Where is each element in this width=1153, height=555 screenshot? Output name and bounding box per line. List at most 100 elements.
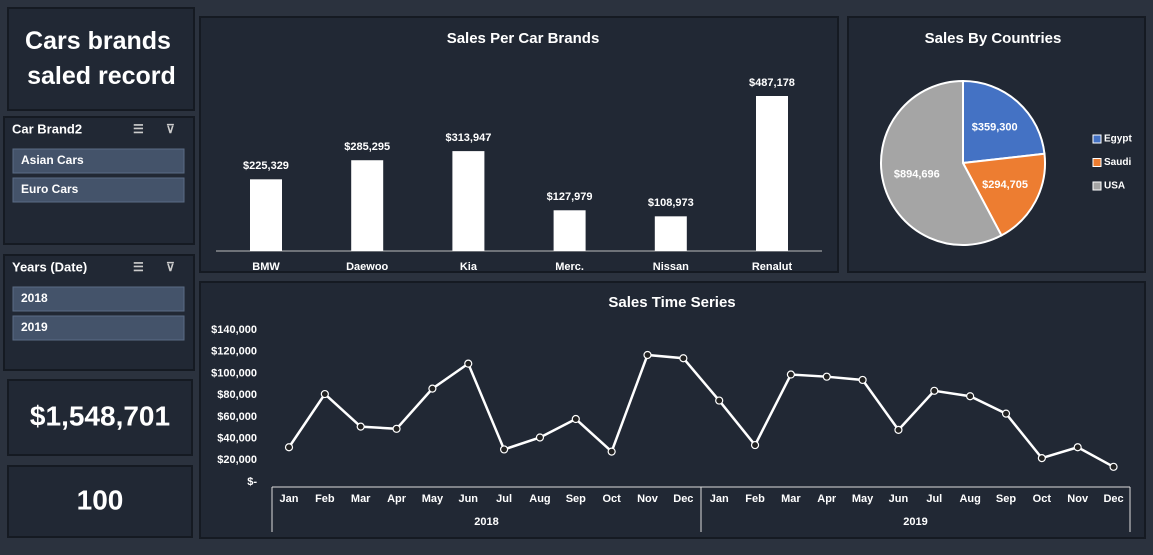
pie-slice (962, 79, 1046, 165)
x-tick-label: Aug (529, 493, 550, 505)
point (356, 422, 365, 431)
data-label: $127,979 (547, 191, 593, 203)
pie-slice (880, 79, 1003, 246)
point (750, 440, 760, 450)
point (858, 375, 867, 385)
point (284, 443, 294, 452)
x-tick-label: Jul (926, 493, 942, 505)
slicer-icon[interactable]: ☰ (133, 260, 144, 274)
slicer-item-label[interactable]: 2018 (21, 291, 48, 305)
dashboard-title: Cars brands saled record (20, 27, 176, 90)
x-tick-label: Jun (889, 493, 909, 505)
slicer-item[interactable] (12, 286, 185, 312)
bar (351, 160, 384, 251)
x-group-label: 2019 (903, 516, 927, 528)
kpi-value: 100 (77, 484, 124, 515)
point (786, 370, 796, 379)
kpi-panel (7, 379, 193, 456)
point (500, 445, 509, 454)
x-tick-label: Nov (637, 493, 659, 505)
kpi-panel (7, 465, 193, 538)
x-tick-label: Renalut (752, 261, 793, 273)
bar (553, 210, 586, 251)
x-tick-label: Oct (602, 493, 621, 505)
x-tick-label: Feb (315, 493, 335, 505)
data-label: $225,329 (243, 160, 289, 172)
x-tick-label: Jul (496, 493, 512, 505)
y-tick-label: $100,000 (211, 367, 257, 379)
x-tick-label: Mar (781, 493, 801, 505)
data-label: $294,705 (982, 179, 1028, 191)
point (1109, 462, 1118, 471)
legend-label: Egypt (1104, 134, 1132, 145)
x-tick-label: Nissan (653, 261, 689, 273)
slicer-clear[interactable]: ⊽ (166, 260, 175, 274)
slicer-item[interactable] (12, 177, 185, 203)
slicer-title: Car Brand2 (12, 121, 82, 136)
pie-slice (961, 152, 1046, 237)
y-tick-label: $120,000 (211, 346, 257, 358)
data-label: $894,696 (894, 168, 940, 180)
x-tick-label: Kia (460, 261, 478, 273)
y-tick-label: $40,000 (217, 432, 257, 444)
chart-panel (199, 16, 839, 273)
x-tick-label: Nov (1067, 493, 1089, 505)
slicer-clear[interactable]: ⊽ (166, 122, 175, 136)
point (894, 425, 903, 434)
slicer-item-label[interactable]: Asian Cars (21, 153, 84, 167)
slicer-panel (3, 254, 195, 371)
x-tick-label: Jan (710, 493, 729, 505)
chart-title: Sales Time Series (608, 294, 735, 311)
y-tick-label: $- (247, 476, 257, 488)
x-tick-label: Apr (817, 493, 837, 505)
data-label: $108,973 (648, 197, 694, 209)
bar (756, 96, 788, 251)
point (679, 354, 688, 363)
point (715, 396, 724, 405)
point (392, 424, 401, 433)
y-tick-label: $80,000 (217, 389, 257, 401)
x-tick-label: Apr (387, 493, 407, 505)
slicer-item-label[interactable]: 2019 (21, 320, 48, 334)
x-group-label: 2018 (474, 516, 498, 528)
y-tick-label: $140,000 (211, 324, 257, 336)
y-tick-label: $60,000 (217, 411, 257, 423)
line (287, 353, 1115, 468)
bar (250, 179, 282, 251)
point (966, 392, 975, 401)
point (571, 414, 580, 424)
point (930, 386, 939, 395)
data-label: $359,300 (972, 121, 1018, 133)
x-tick-label: Merc. (555, 261, 584, 273)
x-tick-label: Aug (959, 493, 980, 505)
bar (452, 151, 485, 251)
kpi-value: $1,548,701 (30, 400, 170, 431)
point (535, 433, 545, 442)
point (428, 384, 437, 393)
point (822, 372, 831, 381)
slicer-item[interactable] (12, 315, 185, 341)
x-tick-label: Dec (673, 493, 693, 505)
slicer-item-label[interactable]: Euro Cars (21, 182, 79, 196)
point (1001, 409, 1011, 418)
x-tick-label: BMW (252, 261, 280, 273)
x-tick-label: Daewoo (346, 261, 388, 273)
x-tick-label: May (852, 493, 874, 505)
legend-label: USA (1104, 181, 1125, 192)
slicer-item[interactable] (12, 148, 185, 174)
x-tick-label: Oct (1033, 493, 1052, 505)
x-tick-label: Mar (351, 493, 371, 505)
x-tick-label: Sep (996, 493, 1016, 505)
point (1073, 443, 1082, 452)
legend-swatch (1092, 158, 1102, 167)
chart-panel (199, 281, 1146, 539)
x-tick-label: Dec (1103, 493, 1123, 505)
legend-swatch (1092, 181, 1102, 191)
point (643, 350, 652, 360)
data-label: $487,178 (749, 77, 795, 89)
bar (654, 216, 687, 251)
slicer-icon[interactable]: ☰ (133, 122, 144, 136)
point (320, 389, 329, 399)
point (1037, 454, 1046, 463)
